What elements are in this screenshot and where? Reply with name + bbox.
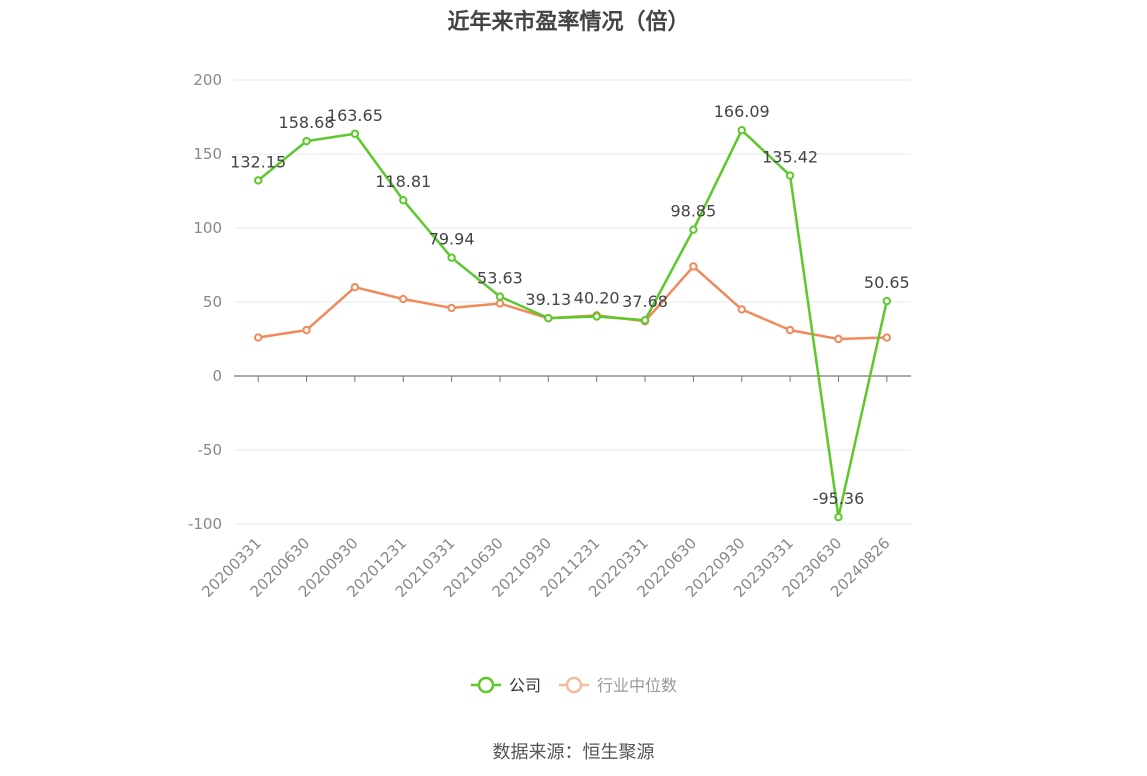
legend-marker: [477, 676, 495, 694]
chart-title: 近年来市盈率情况（倍）: [447, 10, 690, 35]
y-tick-label: 150: [193, 145, 222, 163]
y-axis-ticks: -100 -50 0 50 100 150 200: [188, 71, 222, 533]
series-point-0: [495, 292, 505, 301]
series-point-1: [350, 283, 360, 292]
y-tick-label: 50: [203, 293, 222, 311]
data-label: 40.20: [574, 289, 620, 308]
legend-item-1[interactable]: 行业中位数: [559, 676, 677, 695]
series-point-0: [302, 136, 311, 146]
series-point-1: [399, 294, 408, 304]
series-line-0: [257, 128, 889, 519]
legend-label: 行业中位数: [597, 676, 677, 695]
series-point-0: [399, 195, 408, 205]
data-label: 50.65: [864, 273, 910, 292]
grid-lines: [234, 79, 911, 525]
series-point-0: [447, 253, 456, 262]
series-point-1: [737, 305, 746, 314]
data-label: 118.81: [375, 172, 431, 191]
y-tick-label: 200: [193, 71, 222, 89]
series-point-0: [785, 171, 795, 180]
series-point-1: [495, 299, 505, 308]
series-point-0: [737, 125, 746, 135]
data-label: 158.68: [279, 113, 335, 132]
data-label: -95.36: [813, 489, 865, 508]
y-tick-label: -50: [198, 441, 223, 459]
series-point-0: [544, 313, 553, 323]
y-tick-label: -100: [188, 515, 222, 533]
series-point-1: [882, 333, 892, 342]
series-point-0: [253, 176, 263, 185]
legend-item-0[interactable]: 公司: [471, 676, 541, 695]
y-tick-label: 100: [193, 219, 222, 237]
series-point-0: [834, 512, 843, 522]
data-source-note: 数据来源：恒生聚源: [492, 742, 655, 763]
series-point-0: [640, 316, 650, 325]
series-point-1: [689, 262, 698, 271]
data-label: 37.68: [622, 292, 668, 311]
data-label: 39.13: [525, 290, 571, 309]
x-axis: 2020033120200630202009302020123120210331…: [198, 375, 911, 601]
series-point-1: [785, 325, 795, 335]
data-label: 79.94: [429, 230, 475, 249]
series-point-0: [882, 296, 892, 306]
series-point-1: [834, 334, 843, 344]
data-label: 98.85: [670, 202, 716, 221]
legend[interactable]: 公司 行业中位数: [471, 676, 677, 695]
y-tick-label: 0: [212, 367, 222, 385]
series-point-1: [302, 325, 311, 335]
data-label: 135.42: [762, 148, 818, 167]
series-point-1: [253, 333, 263, 342]
legend-label: 公司: [509, 676, 541, 695]
legend-marker: [565, 676, 583, 694]
data-label: 53.63: [477, 269, 523, 288]
series-point-0: [592, 312, 601, 321]
series-layer: [253, 125, 892, 522]
data-label: 132.15: [230, 152, 286, 171]
data-label: 163.65: [327, 106, 383, 125]
series-point-0: [689, 225, 698, 234]
series-point-1: [447, 303, 456, 313]
series-point-0: [350, 129, 360, 138]
data-label: 166.09: [714, 102, 770, 121]
